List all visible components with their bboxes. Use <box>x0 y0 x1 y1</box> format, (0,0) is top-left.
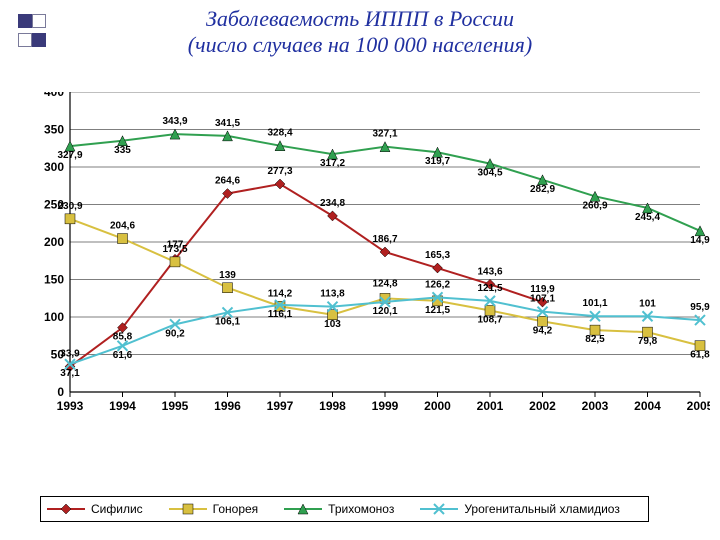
slide-title: Заболеваемость ИППП в России (число случ… <box>0 6 720 58</box>
svg-text:400: 400 <box>44 92 64 99</box>
svg-text:328,4: 328,4 <box>267 128 292 139</box>
svg-text:126,2: 126,2 <box>425 279 450 290</box>
svg-text:1995: 1995 <box>162 399 189 413</box>
svg-text:121,5: 121,5 <box>425 305 450 316</box>
svg-text:95,9: 95,9 <box>690 302 710 313</box>
legend-item: Гонорея <box>169 502 259 516</box>
svg-text:2001: 2001 <box>477 399 504 413</box>
svg-text:2000: 2000 <box>424 399 451 413</box>
svg-text:200: 200 <box>44 235 64 249</box>
svg-text:1998: 1998 <box>319 399 346 413</box>
svg-text:143,6: 143,6 <box>477 266 502 277</box>
svg-text:114,2: 114,2 <box>268 288 293 299</box>
svg-text:282,9: 282,9 <box>530 184 555 195</box>
svg-text:107,1: 107,1 <box>530 294 555 305</box>
svg-text:245,4: 245,4 <box>635 212 660 223</box>
svg-text:101,1: 101,1 <box>582 298 607 309</box>
svg-text:106,1: 106,1 <box>215 316 240 327</box>
svg-text:165,3: 165,3 <box>425 250 450 261</box>
svg-text:101: 101 <box>639 298 656 309</box>
svg-text:1994: 1994 <box>109 399 136 413</box>
svg-text:319,7: 319,7 <box>425 156 450 167</box>
svg-text:90,2: 90,2 <box>165 328 185 339</box>
svg-text:1993: 1993 <box>57 399 84 413</box>
svg-text:121,5: 121,5 <box>477 283 502 294</box>
svg-text:260,9: 260,9 <box>582 200 607 211</box>
svg-text:173,5: 173,5 <box>162 244 187 255</box>
svg-text:264,6: 264,6 <box>215 176 240 187</box>
svg-text:1996: 1996 <box>214 399 241 413</box>
svg-text:0: 0 <box>57 385 64 399</box>
chart-legend: Сифилис Гонорея Трихомоноз Урогенитальный х… <box>40 496 649 522</box>
svg-text:327,1: 327,1 <box>372 129 397 140</box>
svg-text:103: 103 <box>324 319 341 330</box>
svg-text:82,5: 82,5 <box>585 334 605 345</box>
svg-text:120,1: 120,1 <box>372 306 397 317</box>
svg-text:124,8: 124,8 <box>372 278 397 289</box>
svg-text:94,2: 94,2 <box>533 325 553 336</box>
svg-text:186,7: 186,7 <box>372 234 397 245</box>
svg-text:100: 100 <box>44 310 64 324</box>
svg-text:2005: 2005 <box>687 399 710 413</box>
svg-text:139: 139 <box>219 270 236 281</box>
svg-text:61,6: 61,6 <box>113 350 133 361</box>
line-chart: 0501001502002503003504001993199419951996… <box>30 92 710 452</box>
svg-text:343,9: 343,9 <box>162 116 187 127</box>
svg-text:14,9: 14,9 <box>690 235 710 246</box>
svg-text:204,6: 204,6 <box>110 221 135 232</box>
svg-text:61,8: 61,8 <box>690 350 710 361</box>
svg-text:37,1: 37,1 <box>60 368 80 379</box>
legend-item: Трихомоноз <box>284 502 394 516</box>
svg-text:116,1: 116,1 <box>268 309 293 320</box>
svg-text:113,8: 113,8 <box>320 289 345 300</box>
svg-text:335: 335 <box>114 145 131 156</box>
legend-item: Урогенитальный хламидиоз <box>420 502 620 516</box>
svg-text:85,8: 85,8 <box>113 332 133 343</box>
legend-item: Сифилис <box>47 502 143 516</box>
svg-text:234,8: 234,8 <box>320 198 345 209</box>
svg-text:108,7: 108,7 <box>477 314 502 325</box>
svg-text:317,2: 317,2 <box>320 158 345 169</box>
svg-text:2002: 2002 <box>529 399 556 413</box>
svg-text:2004: 2004 <box>634 399 661 413</box>
svg-text:1999: 1999 <box>372 399 399 413</box>
svg-text:327,9: 327,9 <box>57 150 82 161</box>
svg-text:79,8: 79,8 <box>638 336 658 347</box>
svg-text:1997: 1997 <box>267 399 294 413</box>
svg-text:150: 150 <box>44 273 64 287</box>
svg-text:300: 300 <box>44 160 64 174</box>
svg-text:2003: 2003 <box>582 399 609 413</box>
svg-text:33,9: 33,9 <box>60 349 80 360</box>
svg-text:341,5: 341,5 <box>215 118 240 129</box>
svg-text:350: 350 <box>44 123 64 137</box>
svg-text:277,3: 277,3 <box>267 166 292 177</box>
svg-text:230,9: 230,9 <box>57 201 82 212</box>
svg-text:304,5: 304,5 <box>477 168 502 179</box>
